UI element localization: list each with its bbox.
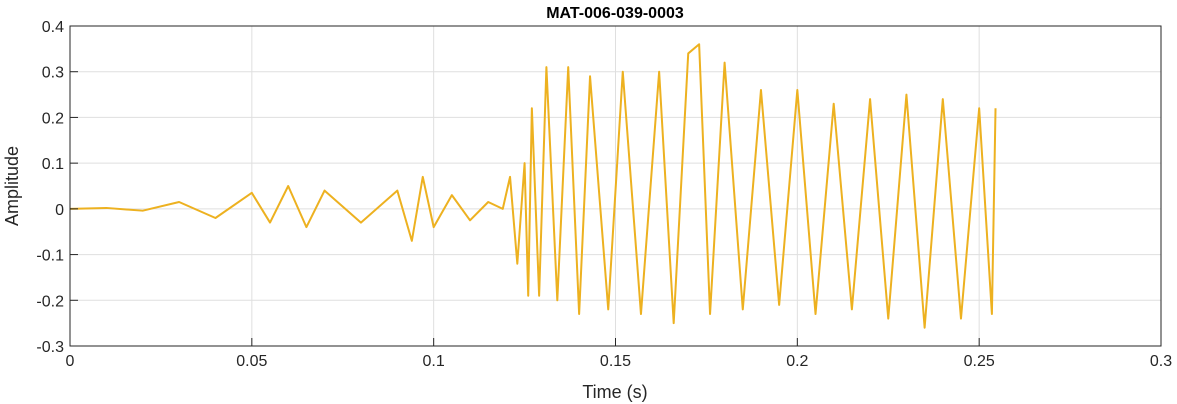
y-tick-label: -0.1 bbox=[36, 248, 64, 265]
y-tick-label: 0.2 bbox=[42, 110, 64, 127]
y-tick-label: 0.1 bbox=[42, 156, 64, 173]
chart-title: MAT-006-039-0003 bbox=[546, 5, 684, 22]
x-tick-label: 0.25 bbox=[964, 353, 995, 370]
y-tick-label: 0.4 bbox=[42, 19, 64, 36]
x-tick-label: 0.15 bbox=[600, 353, 631, 370]
x-axis-label: Time (s) bbox=[582, 382, 647, 402]
x-tick-label: 0.3 bbox=[1150, 353, 1172, 370]
axis-ticks: 0 0.05 0.1 0.15 0.2 0.25 0.3 -0.3 -0.2 -0.1 0 0.1 0.… bbox=[36, 19, 1172, 370]
x-tick-label: 0 bbox=[66, 353, 75, 370]
y-tick-label: -0.3 bbox=[36, 339, 64, 356]
y-tick-label: 0.3 bbox=[42, 65, 64, 82]
waveform-series-line bbox=[69, 43, 997, 329]
series-layer bbox=[69, 43, 997, 329]
y-tick-label: -0.2 bbox=[36, 293, 64, 310]
x-tick-label: 0.05 bbox=[236, 353, 267, 370]
y-axis-label: Amplitude bbox=[2, 146, 22, 226]
x-tick-label: 0.2 bbox=[786, 353, 808, 370]
x-tick-label: 0.1 bbox=[423, 353, 445, 370]
y-tick-label: 0 bbox=[55, 202, 64, 219]
